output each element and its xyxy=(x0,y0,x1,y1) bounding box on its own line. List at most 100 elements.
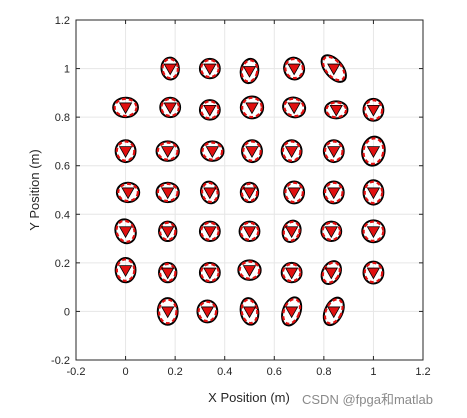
triangle-marker xyxy=(242,265,257,277)
estimate-ellipse xyxy=(200,58,220,79)
triangle-marker xyxy=(161,267,175,280)
triangle-marker xyxy=(161,187,175,200)
estimate-ellipse xyxy=(239,221,260,241)
error-ellipse xyxy=(198,261,221,284)
estimate-ellipse xyxy=(362,220,385,243)
y-tick-label: -0.2 xyxy=(51,355,70,367)
estimate-ellipse xyxy=(200,262,220,283)
error-ellipse xyxy=(160,56,180,81)
estimate-ellipse xyxy=(115,258,136,282)
estimate-ellipse xyxy=(284,181,304,204)
estimate-ellipse xyxy=(161,57,179,80)
error-ellipse xyxy=(283,180,306,205)
estimate-ellipse xyxy=(281,262,302,283)
y-tick-label: 0.8 xyxy=(55,112,70,124)
estimate-ellipse xyxy=(241,96,263,119)
error-ellipse xyxy=(320,220,343,243)
triangle-marker xyxy=(161,226,175,239)
error-ellipse xyxy=(237,259,262,281)
triangle-marker xyxy=(205,146,220,158)
y-tick-label: 1.2 xyxy=(55,15,70,27)
estimate-ellipse xyxy=(282,220,301,242)
estimate-ellipse xyxy=(156,182,179,203)
estimate-ellipse xyxy=(323,298,344,325)
triangle-marker xyxy=(287,63,301,76)
triangle-marker xyxy=(203,104,217,117)
error-ellipse xyxy=(280,261,303,284)
estimate-ellipse xyxy=(323,140,344,162)
triangle-marker xyxy=(366,226,381,239)
estimate-ellipse xyxy=(362,137,385,165)
error-ellipse xyxy=(322,139,345,164)
x-tick-label: 0 xyxy=(123,366,129,378)
error-ellipse xyxy=(114,257,137,284)
error-ellipse xyxy=(362,260,385,285)
triangle-marker xyxy=(366,267,381,280)
estimate-ellipse xyxy=(321,261,341,284)
error-ellipse xyxy=(114,139,137,164)
triangle-marker xyxy=(118,226,133,239)
triangle-marker xyxy=(329,104,343,117)
y-tick-label: 1 xyxy=(64,64,70,76)
triangle-marker xyxy=(366,187,381,200)
error-ellipse xyxy=(159,96,182,119)
y-tick-label: 0.6 xyxy=(55,161,70,173)
error-ellipse xyxy=(361,135,386,167)
error-ellipse xyxy=(155,140,180,162)
triangle-marker xyxy=(242,226,257,239)
x-tick-label: 0.6 xyxy=(267,366,282,378)
triangle-marker xyxy=(242,66,257,78)
estimate-ellipse xyxy=(323,181,344,204)
x-tick-label: 1 xyxy=(370,366,376,378)
error-ellipse xyxy=(198,220,221,243)
error-ellipse xyxy=(322,180,345,205)
x-axis-label: X Position (m) xyxy=(208,390,290,405)
error-ellipse xyxy=(156,297,179,326)
triangle-marker xyxy=(245,102,259,115)
estimate-ellipse xyxy=(282,297,302,325)
triangle-marker xyxy=(327,187,341,200)
triangle-marker xyxy=(366,146,381,158)
estimate-ellipse xyxy=(158,221,177,241)
y-tick-label: 0.4 xyxy=(55,209,70,221)
x-tick-label: 1.2 xyxy=(415,366,430,378)
x-tick-label: 0.4 xyxy=(217,366,232,378)
error-ellipse xyxy=(362,97,385,122)
triangle-marker xyxy=(203,63,217,76)
error-ellipse xyxy=(112,96,139,119)
triangle-marker xyxy=(284,267,299,280)
y-tick-label: 0 xyxy=(64,306,70,318)
estimate-ellipse xyxy=(283,97,305,118)
error-ellipse xyxy=(239,95,265,120)
error-ellipse xyxy=(155,181,180,204)
y-axis-label: Y Position (m) xyxy=(27,149,42,230)
error-ellipse xyxy=(196,299,219,324)
watermark: CSDN @fpga和matlab xyxy=(302,392,433,407)
error-ellipse xyxy=(362,179,385,206)
estimate-ellipse xyxy=(160,97,181,118)
triangle-marker xyxy=(161,306,175,319)
estimate-ellipse xyxy=(200,221,220,241)
estimate-ellipse xyxy=(201,141,224,161)
triangle-marker xyxy=(203,187,217,200)
estimate-ellipse xyxy=(242,140,262,162)
error-ellipse xyxy=(200,140,225,162)
triangle-marker xyxy=(324,267,338,280)
triangle-marker xyxy=(324,226,338,239)
estimate-ellipse xyxy=(281,140,302,162)
triangle-marker xyxy=(118,265,133,277)
triangle-marker xyxy=(200,306,215,319)
error-ellipse xyxy=(198,99,221,121)
error-ellipse xyxy=(324,100,349,120)
triangle-marker xyxy=(161,146,175,158)
error-ellipse xyxy=(198,57,221,80)
triangle-marker xyxy=(327,306,341,319)
triangle-marker xyxy=(284,306,299,319)
estimate-ellipse xyxy=(240,59,259,83)
estimate-ellipse xyxy=(115,219,136,243)
triangle-marker xyxy=(163,102,177,115)
error-ellipse xyxy=(361,219,386,244)
triangle-marker xyxy=(327,63,341,76)
axis-ticks: -0.2 0 0.2 0.4 0.6 0.8 1 1.2 -0.2 0 0.2 0.4 0.6 0.8 1 1… xyxy=(51,15,431,378)
estimate-ellipse xyxy=(240,182,259,203)
